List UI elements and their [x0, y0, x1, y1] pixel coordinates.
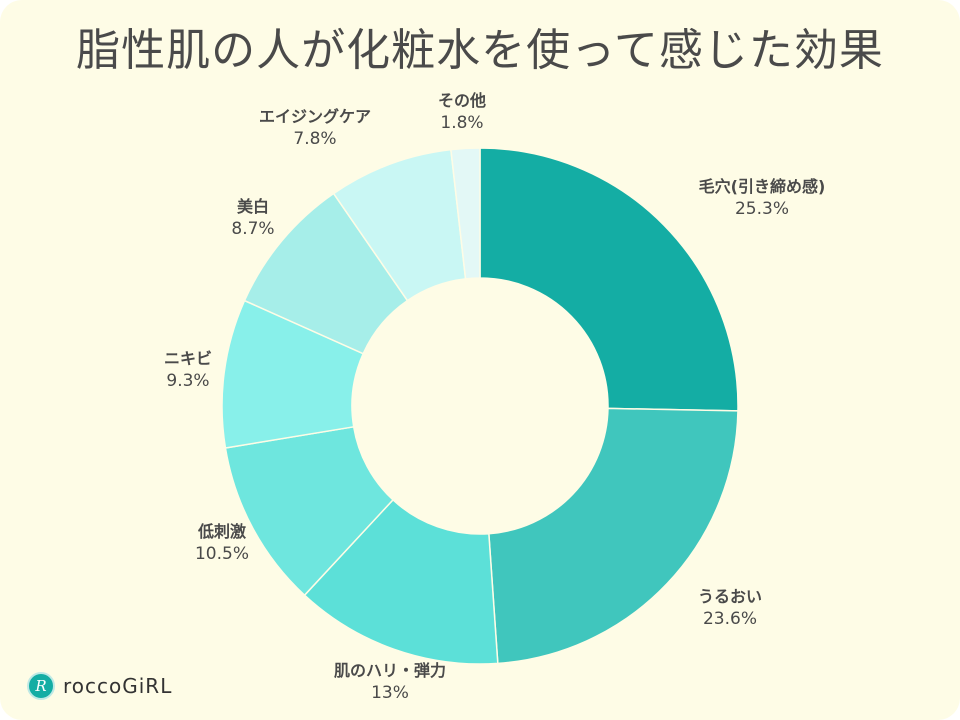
slice-label: 肌のハリ・弾力 13%	[334, 659, 446, 705]
slice-label-name: 低刺激	[197, 522, 247, 541]
slice-label-value: 8.7%	[231, 219, 275, 239]
slice-label: 低刺激 10.5%	[195, 520, 249, 566]
slice-label: 毛穴(引き締め感) 25.3%	[699, 175, 826, 221]
slice-label: ニキビ 9.3%	[164, 347, 212, 393]
slice-label-name: その他	[437, 91, 487, 110]
chart-title: 脂性肌の人が化粧水を使って感じた効果	[76, 25, 884, 76]
slice-label-name: 毛穴(引き締め感)	[698, 177, 826, 196]
donut-slice-8	[450, 147, 481, 280]
slice-label-name: ニキビ	[163, 349, 213, 368]
slice-label-name: 肌のハリ・弾力	[333, 661, 447, 680]
slice-label-value: 1.8%	[440, 113, 484, 133]
slice-label: その他 1.8%	[438, 89, 486, 135]
slice-label: うるおい 23.6%	[698, 585, 762, 631]
slice-label-value: 10.5%	[194, 544, 250, 564]
slice-label: エイジングケア 7.8%	[259, 105, 371, 151]
logo-mark-icon: R	[27, 672, 55, 700]
slice-label-value: 9.3%	[166, 371, 210, 391]
donut-slice-1	[479, 147, 739, 412]
slice-label-value: 23.6%	[702, 609, 758, 629]
slice-label-name: 美白	[236, 197, 270, 216]
slice-label-value: 13%	[371, 683, 409, 703]
slice-label-value: 25.3%	[734, 199, 790, 219]
brand-name: roccoGiRL	[63, 674, 173, 698]
slice-label-value: 7.8%	[293, 129, 337, 149]
brand-logo: R roccoGiRL	[27, 672, 172, 700]
donut-slice-2	[488, 407, 739, 665]
slice-label: 美白 8.7%	[231, 195, 274, 241]
slice-label-name: エイジングケア	[258, 107, 372, 126]
slice-label-name: うるおい	[697, 587, 763, 606]
